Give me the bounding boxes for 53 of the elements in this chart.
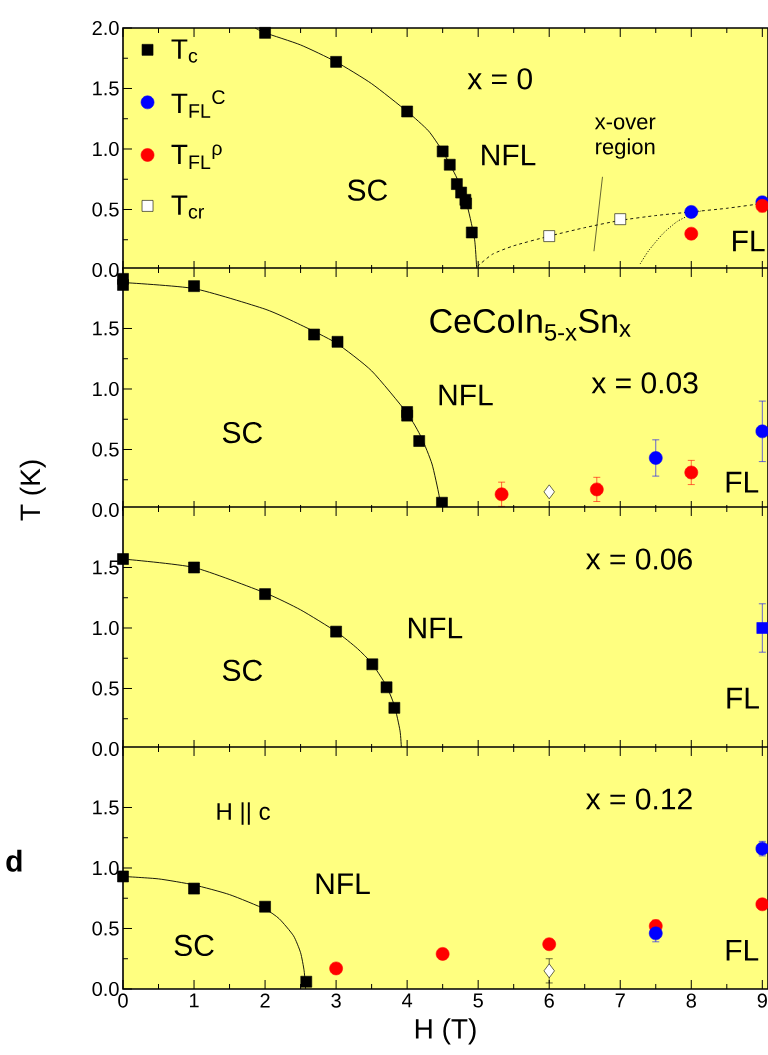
y-tick-label: 1.0 [93,381,119,397]
y-tick-label: 1.5 [93,560,119,575]
x-tick-label: 0 [118,993,128,1008]
x-tick-label: 1 [189,993,199,1008]
annotation: H || c [217,802,270,825]
annotation: NFL [408,617,463,639]
annotation: CeCoIn$_{5-x}$Sn$_{x}$ [430,308,631,341]
x-axis-title: H (T) [415,1018,476,1045]
legend-label: T$_{cr}$ [171,195,204,219]
y-tick-label: 0.0 [92,981,119,997]
annotation: NFL [482,144,536,166]
y-tick-label: 1.5 [93,321,119,336]
annotation: x = 0.06 [585,548,692,570]
annotation: SC [222,659,263,681]
y-tick-label: 0.5 [92,442,119,457]
x-tick-label: 3 [331,993,341,1008]
x-tick-label: 4 [402,993,413,1008]
x-tick-label: 2 [260,993,270,1008]
annotation: SC [174,934,214,957]
legend-label: T$_{c}$ [171,39,198,63]
x-tick-label: 8 [686,993,696,1008]
text: d [6,849,22,872]
y-tick-label: 1.0 [93,860,119,876]
annotation: FL [733,230,765,252]
annotation: x-over region [594,117,656,159]
y-tick-label: 2.0 [92,20,119,36]
annotation: SC [222,421,263,444]
y-tick-label: 0.5 [92,921,119,936]
y-tick-label: 0.0 [92,502,119,518]
annotation: SC [347,179,388,201]
x-tick-label: 7 [615,993,625,1008]
y-tick-label: 0.5 [92,681,119,696]
x-tick-label: 5 [473,993,483,1008]
annotation: NFL [439,384,493,406]
legend-label: T$_{FL}$C [171,90,225,118]
y-tick-label: 0.0 [92,741,119,757]
annotation: x = 0 [467,68,532,90]
legend-label: T$_{FL}$ρ [171,144,222,169]
y-axis-title: T (K) [19,460,46,521]
annotation: FL [726,939,759,961]
annotation: NFL [316,873,370,895]
annotation: x = 0.03 [591,372,698,394]
y-tick-label: 1.5 [93,800,119,815]
x-tick-label: 6 [544,993,554,1008]
y-tick-label: 1.5 [93,81,119,96]
y-tick-label: 0.5 [92,202,119,217]
x-tick-label: 9 [757,993,767,1008]
y-tick-label: 1.0 [93,141,119,157]
y-tick-label: 0.0 [92,262,119,278]
annotation: FL [726,471,759,493]
annotation: x = 0.12 [585,788,692,810]
y-tick-label: 1.0 [93,620,119,636]
annotation: FL [727,687,759,709]
